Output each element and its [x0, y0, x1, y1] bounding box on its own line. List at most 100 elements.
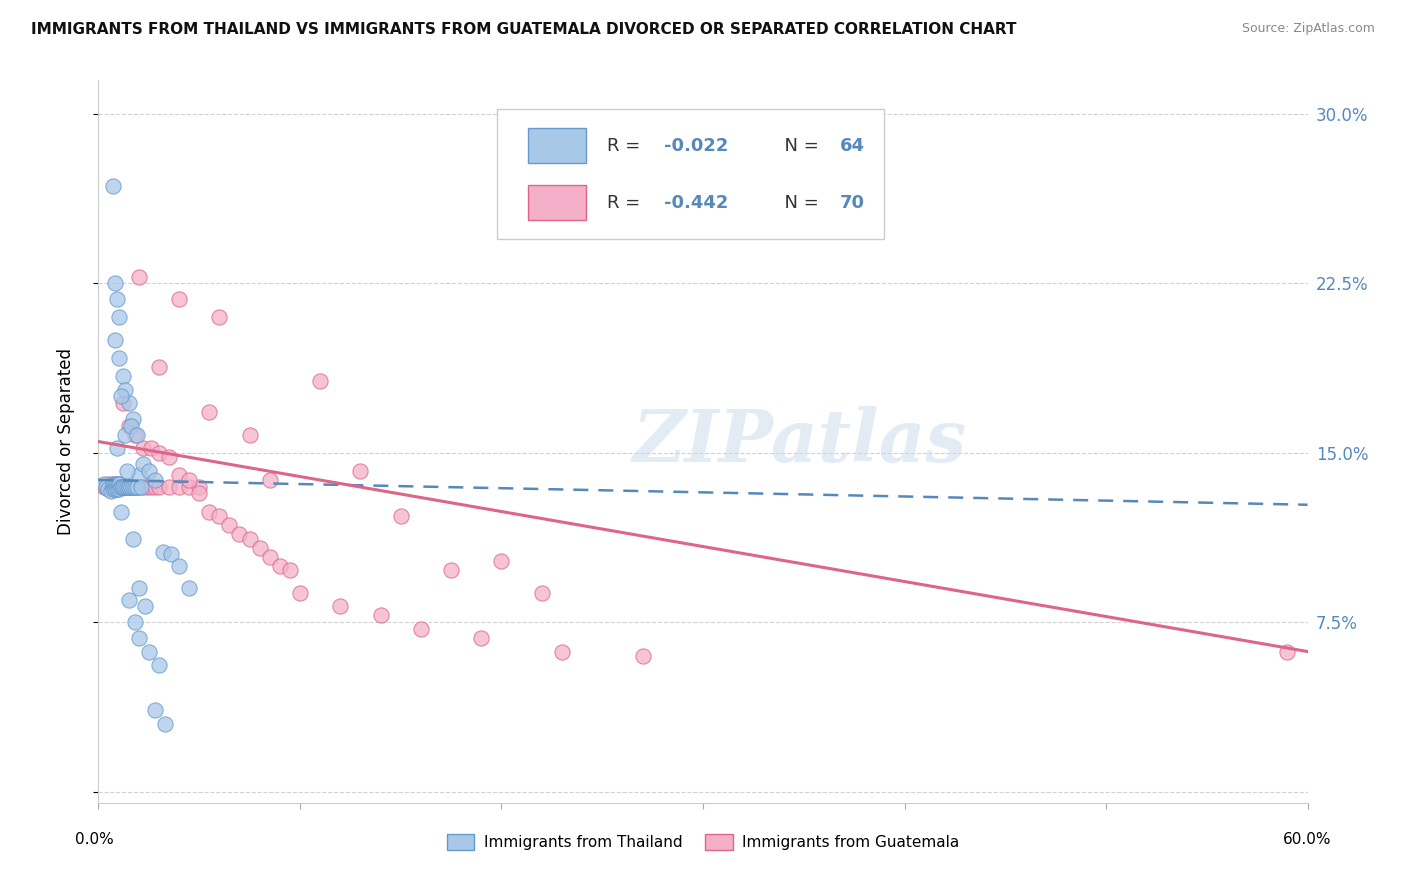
Point — [111, 369, 134, 384]
Point — [259, 473, 281, 487]
Point — [107, 482, 129, 496]
Point — [278, 563, 301, 577]
Point — [128, 269, 150, 284]
Point — [208, 310, 231, 325]
Point — [105, 477, 128, 491]
Point — [389, 509, 412, 524]
Text: 70: 70 — [839, 194, 865, 211]
Point — [132, 457, 155, 471]
Point — [105, 480, 128, 494]
Point — [239, 532, 262, 546]
Point — [288, 586, 311, 600]
Point — [125, 427, 148, 442]
Point — [143, 703, 166, 717]
Point — [152, 545, 174, 559]
Point — [124, 615, 146, 630]
Point — [121, 480, 143, 494]
Point — [103, 480, 125, 494]
Point — [93, 480, 115, 494]
Point — [139, 480, 162, 494]
Point — [115, 480, 138, 494]
Point — [179, 480, 201, 494]
Point — [148, 359, 170, 374]
Point — [1277, 644, 1299, 658]
Text: IMMIGRANTS FROM THAILAND VS IMMIGRANTS FROM GUATEMALA DIVORCED OR SEPARATED CORR: IMMIGRANTS FROM THAILAND VS IMMIGRANTS F… — [31, 22, 1017, 37]
Point — [110, 480, 132, 494]
Point — [143, 473, 166, 487]
Point — [631, 648, 654, 663]
Point — [100, 480, 122, 494]
Point — [179, 473, 201, 487]
Point — [167, 558, 190, 573]
FancyBboxPatch shape — [498, 109, 884, 239]
Point — [105, 293, 128, 307]
Point — [269, 558, 291, 573]
Point — [103, 477, 125, 491]
Point — [101, 477, 124, 491]
Point — [157, 480, 180, 494]
FancyBboxPatch shape — [527, 128, 586, 163]
Legend: Immigrants from Thailand, Immigrants from Guatemala: Immigrants from Thailand, Immigrants fro… — [441, 829, 965, 856]
Point — [103, 277, 125, 291]
Text: -0.442: -0.442 — [664, 194, 728, 211]
Point — [105, 482, 128, 496]
Point — [101, 477, 124, 491]
Point — [118, 396, 141, 410]
Point — [132, 480, 155, 494]
Point — [530, 586, 553, 600]
Point — [129, 480, 152, 494]
Point — [101, 482, 124, 496]
Point — [121, 480, 143, 494]
Point — [138, 644, 160, 658]
Point — [96, 480, 118, 494]
Point — [179, 582, 201, 596]
Point — [153, 716, 176, 731]
Point — [105, 442, 128, 456]
Point — [440, 563, 463, 577]
Point — [132, 442, 155, 456]
Point — [103, 333, 125, 347]
Point — [239, 427, 262, 442]
Point — [125, 480, 148, 494]
Point — [115, 480, 138, 494]
Point — [110, 389, 132, 403]
Point — [114, 480, 136, 494]
Text: ZIPatlas: ZIPatlas — [633, 406, 967, 477]
Point — [491, 554, 513, 568]
Point — [105, 482, 128, 496]
Point — [105, 477, 128, 491]
Point — [111, 396, 134, 410]
Point — [409, 622, 432, 636]
Point — [157, 450, 180, 465]
Point — [135, 480, 157, 494]
Point — [125, 480, 148, 494]
Point — [118, 592, 141, 607]
Point — [349, 464, 371, 478]
Point — [93, 477, 115, 491]
Point — [259, 549, 281, 564]
Point — [101, 482, 124, 496]
Point — [97, 482, 120, 496]
Point — [470, 631, 492, 645]
Text: R =: R = — [607, 194, 647, 211]
Point — [103, 482, 125, 496]
Text: 60.0%: 60.0% — [1284, 832, 1331, 847]
Point — [120, 418, 142, 433]
Point — [97, 477, 120, 491]
Point — [101, 179, 124, 194]
Point — [103, 480, 125, 494]
Point — [110, 480, 132, 494]
Point — [143, 480, 166, 494]
Point — [111, 480, 134, 494]
Point — [120, 480, 142, 494]
Point — [134, 599, 156, 614]
Point — [128, 582, 150, 596]
Text: 64: 64 — [839, 136, 865, 154]
Text: -0.022: -0.022 — [664, 136, 728, 154]
Point — [118, 418, 141, 433]
Point — [107, 477, 129, 491]
Point — [167, 293, 190, 307]
Point — [138, 464, 160, 478]
Point — [115, 464, 138, 478]
Point — [228, 527, 250, 541]
